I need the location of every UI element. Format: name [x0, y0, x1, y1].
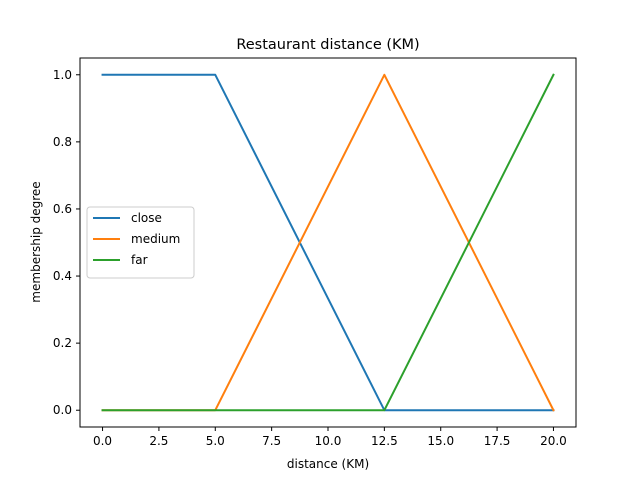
x-tick-label: 5.0 [206, 434, 225, 448]
y-tick-label: 1.0 [53, 68, 72, 82]
chart-title: Restaurant distance (KM) [236, 37, 419, 53]
x-tick-label: 2.5 [149, 434, 168, 448]
series-line-far [101, 73, 555, 412]
y-tick-label: 0.6 [53, 202, 72, 216]
x-tick-label: 7.5 [262, 434, 281, 448]
x-tick-label: 15.0 [427, 434, 454, 448]
y-tick-label: 0.0 [53, 403, 72, 417]
x-tick-label: 0.0 [93, 434, 112, 448]
legend-label-far: far [131, 253, 148, 267]
legend-label-medium: medium [131, 232, 180, 246]
x-tick-label: 17.5 [484, 434, 511, 448]
x-tick-label: 12.5 [371, 434, 398, 448]
y-tick-label: 0.4 [53, 269, 72, 283]
legend-label-close: close [131, 211, 162, 225]
y-tick-label: 0.2 [53, 336, 72, 350]
x-tick-label: 10.0 [315, 434, 342, 448]
y-axis: 0.0 0.2 0.4 0.6 0.8 1.0 [53, 68, 80, 417]
legend: close medium far [86, 206, 195, 279]
plot-area [101, 73, 555, 412]
y-axis-label: membership degree [29, 181, 43, 302]
x-tick-label: 20.0 [540, 434, 567, 448]
y-tick-label: 0.8 [53, 135, 72, 149]
x-axis-label: distance (KM) [287, 457, 369, 471]
x-axis: 0.0 2.5 5.0 7.5 10.0 12.5 15.0 17.5 20.0 [93, 427, 567, 448]
